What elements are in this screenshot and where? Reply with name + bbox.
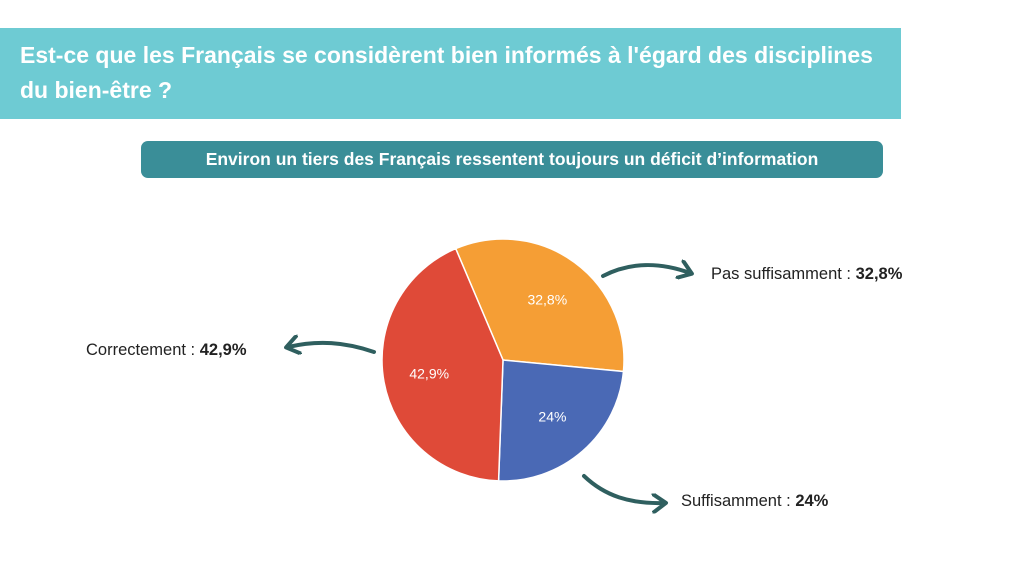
- pie-slice-pas-suffisamment: [454, 238, 625, 373]
- callout-corr-label: Correctement :: [86, 341, 200, 359]
- pie-label-pas-suffisamment: 32,8%: [527, 291, 567, 307]
- pie-labels: 32,8% 24% 42,9%: [409, 291, 567, 424]
- pie-slice-suffisamment: [497, 359, 625, 482]
- callout-suff-value: 24%: [795, 492, 829, 510]
- callout-pas-suffisamment: Pas suffisamment : 32,8%: [711, 264, 902, 284]
- callout-pas-label: Pas suffisamment :: [711, 265, 856, 283]
- page-title: Est-ce que les Français se considèrent b…: [20, 42, 873, 103]
- title-banner: Est-ce que les Français se considèrent b…: [0, 28, 901, 119]
- pie-label-correctement: 42,9%: [409, 366, 449, 382]
- arrow-pas-suffisamment: [601, 265, 690, 276]
- pie-slice-correctement: [381, 247, 504, 482]
- subtitle-pill: Environ un tiers des Français ressentent…: [141, 141, 883, 178]
- arrow-suffisamment: [582, 474, 664, 503]
- pie-label-suffisamment: 24%: [538, 408, 566, 424]
- callout-pas-value: 32,8%: [855, 265, 903, 283]
- callout-correctement: Correctement : 42,9%: [86, 340, 247, 360]
- pie-slices: [381, 238, 625, 482]
- callout-corr-value: 42,9%: [199, 341, 247, 359]
- callout-suff-label: Suffisamment :: [681, 492, 796, 510]
- arrow-correctement: [288, 343, 376, 352]
- callout-suffisamment: Suffisamment : 24%: [681, 491, 828, 511]
